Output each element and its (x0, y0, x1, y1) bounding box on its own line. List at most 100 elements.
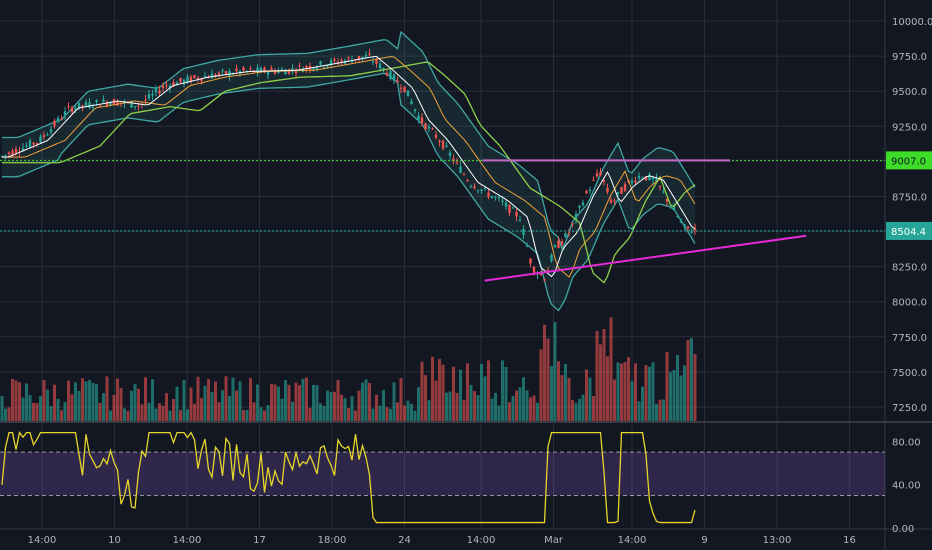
volume-bar (574, 403, 578, 421)
volume-bar (431, 356, 434, 421)
volume-bar (560, 375, 564, 421)
volume-bar (256, 384, 259, 421)
time-tick-label: 14:00 (28, 535, 57, 546)
candle-body (210, 73, 214, 79)
volume-bar (270, 384, 273, 421)
candle-body (102, 99, 105, 102)
volume-bar (672, 370, 676, 421)
axes: 10000.09750.09500.09250.09000.08750.0850… (28, 17, 932, 546)
volume-bar (63, 401, 67, 421)
candle-body (564, 233, 567, 238)
moving-averages (2, 56, 696, 284)
volume-bar (105, 376, 109, 421)
candle-body (175, 82, 179, 86)
volume-bar (490, 398, 494, 421)
volume-bar (294, 382, 298, 421)
volume-bar (329, 392, 333, 421)
candle-body (532, 266, 536, 273)
volume-bar (532, 395, 536, 421)
volume-bar (14, 380, 18, 421)
volume-bar (116, 378, 119, 421)
candle-body (39, 136, 42, 142)
volume-bar (578, 398, 581, 421)
candle-body (189, 76, 193, 83)
last-price-badge (886, 221, 932, 240)
candle-body (392, 74, 396, 81)
volume-bar (487, 360, 490, 421)
candle-body (88, 102, 91, 108)
candle-body (116, 101, 119, 106)
candle-body (546, 269, 550, 271)
volume-bar (91, 382, 95, 421)
candle-body (543, 279, 546, 281)
volume-bar (35, 403, 39, 421)
candle-body (263, 67, 266, 73)
volume-bar (4, 408, 7, 421)
candle-body (658, 185, 662, 187)
candle-body (445, 145, 448, 147)
candle-body (602, 180, 606, 182)
volume-bar (508, 402, 511, 421)
price-tick-label: 8750.0 (892, 192, 927, 203)
volume-bar (627, 357, 630, 421)
volume-bar (252, 402, 256, 421)
volume-bar (525, 390, 529, 421)
volume-bar (305, 377, 308, 421)
volume-bar (144, 377, 147, 421)
volume-bar (441, 364, 445, 421)
candle-body (662, 191, 665, 193)
candle-body (161, 85, 165, 89)
candle-body (490, 195, 494, 198)
drawn-lines[interactable] (0, 159, 885, 282)
volume-bar (137, 388, 140, 421)
volume-bar (70, 394, 74, 421)
volume-bar (623, 362, 627, 421)
volume-bar (389, 408, 392, 421)
resistance-price-badge (886, 151, 932, 170)
candle-body (637, 175, 641, 179)
volume-bar (581, 394, 585, 421)
volume-bar (347, 408, 350, 421)
volume-bar (238, 381, 242, 421)
volume-bar (382, 390, 385, 421)
volume-bar (350, 396, 354, 421)
candle-body (620, 187, 623, 194)
volume-bar (207, 379, 210, 421)
candle-body (504, 202, 508, 207)
candle-body (462, 174, 466, 176)
candle-body (413, 109, 417, 112)
candle-body (648, 174, 651, 181)
time-tick-label: Mar (544, 535, 564, 546)
candle-body (186, 76, 189, 82)
volume-bar (102, 393, 105, 421)
candle-body (165, 85, 168, 87)
candle-body (592, 179, 595, 181)
volume-bar (602, 329, 606, 421)
candle-body (84, 102, 88, 106)
volume-bar (501, 360, 504, 421)
rsi-tick-label: 80.00 (892, 437, 921, 448)
candle-body (172, 82, 175, 87)
volume-bar (651, 362, 655, 421)
volume-bar (112, 394, 116, 421)
candle-body (406, 90, 410, 97)
candle-body (305, 66, 308, 69)
candle-body (60, 119, 63, 121)
volume-bar (140, 404, 144, 421)
candle-body (693, 228, 697, 231)
volume-bar (599, 344, 602, 421)
candle-body (151, 93, 154, 96)
time-tick-label: 10 (108, 535, 121, 546)
volume-bar (312, 385, 315, 421)
bollinger-bands (2, 30, 696, 312)
candle-body (669, 206, 672, 208)
candle-body (452, 158, 455, 162)
volume-bar (378, 405, 382, 421)
volume-bar (567, 377, 571, 421)
volume-bar (655, 404, 658, 421)
candle-body (53, 120, 56, 127)
candle-body (168, 85, 172, 89)
time-tick-label: 13:00 (763, 535, 792, 546)
time-tick-label: 16 (843, 535, 856, 546)
